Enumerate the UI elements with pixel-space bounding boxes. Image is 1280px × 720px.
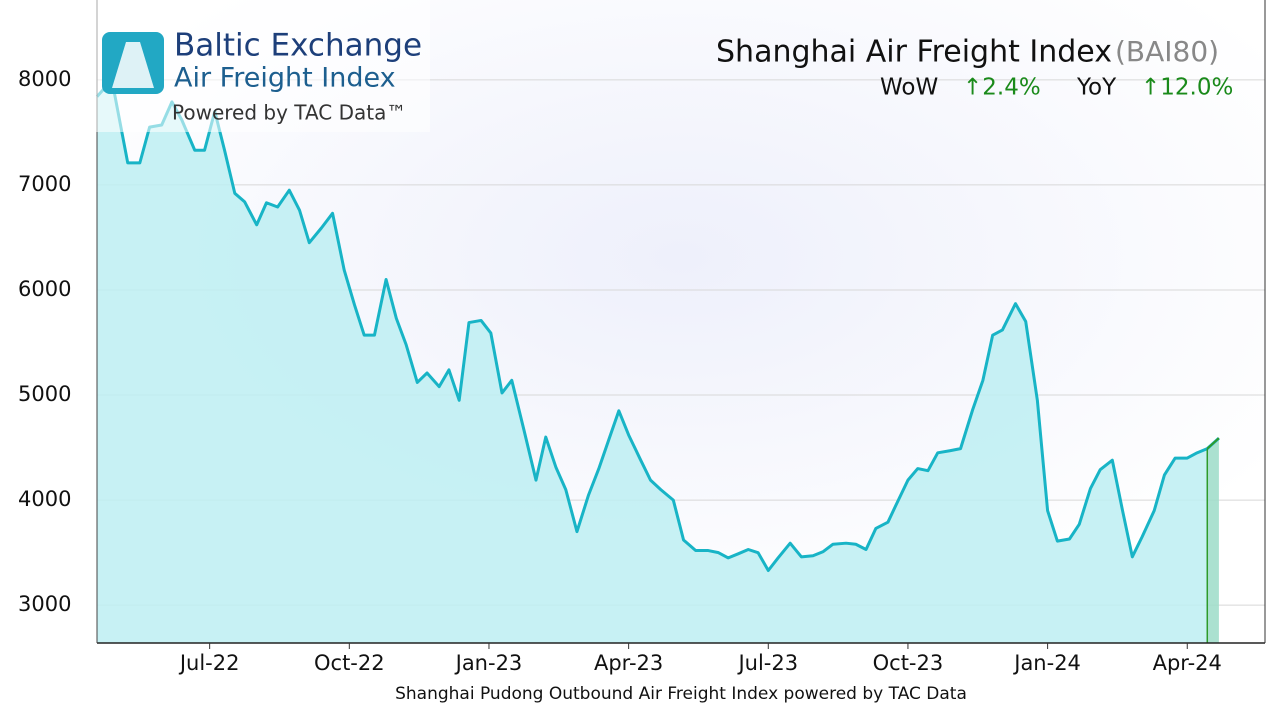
x-tick-label: Oct-22 [314,651,385,675]
logo-lighthouse [112,42,154,88]
y-tick-label: 7000 [18,172,71,196]
x-axis-label: Shanghai Pudong Outbound Air Freight Ind… [395,684,967,704]
last-line [1206,437,1220,450]
logo: Baltic Exchange Air Freight Index Powere… [102,28,422,125]
x-tick-label: Oct-23 [873,651,944,675]
logo-backdrop [0,0,430,132]
y-tick-label: 6000 [18,277,71,301]
line [95,78,1220,573]
logo-title: Baltic Exchange [174,28,422,64]
area [97,79,1219,643]
wow-value: ↑2.4% [963,75,1041,101]
y-tick-label: 5000 [18,382,71,406]
x-tick-label: Apr-23 [594,651,663,675]
wow-label: WoW [880,75,938,101]
yoy-value: ↑12.0% [1141,75,1233,101]
x-tick-label: Jul-22 [178,651,240,675]
x-tick-label: Jan-24 [1012,651,1081,675]
x-tick-label: Jul-23 [736,651,798,675]
yoy-label: YoY [1076,75,1117,101]
y-tick-label: 4000 [18,487,71,511]
y-tick-label: 8000 [18,67,71,91]
logo-subtitle: Air Freight Index [174,63,396,94]
x-tick-label: Apr-24 [1153,651,1222,675]
chart-title: Shanghai Air Freight Index [716,35,1112,70]
last-area [1207,438,1219,643]
title-code: (BAI80) [1115,35,1219,68]
y-tick-label: 3000 [18,592,71,616]
logo-note: Powered by TAC Data™ [172,101,406,125]
x-tick-label: Jan-23 [454,651,523,675]
